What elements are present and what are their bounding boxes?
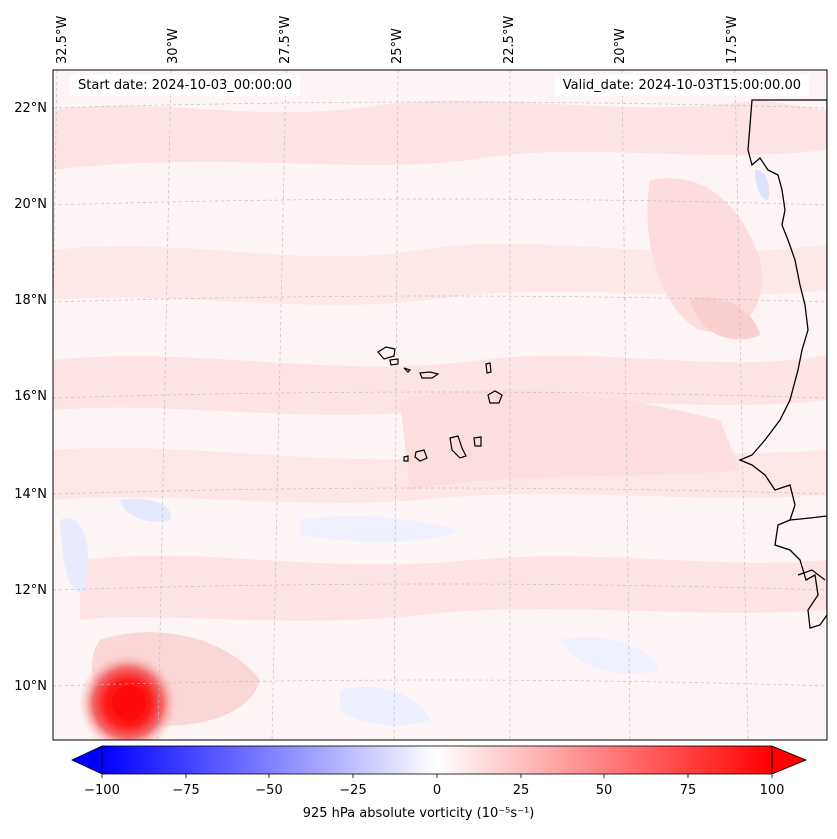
vorticity-negative-patch xyxy=(120,498,171,522)
vorticity-negative-patch xyxy=(755,169,770,200)
vorticity-band xyxy=(647,178,762,332)
longitude-labels: 32.5°W 30°W 27.5°W 25°W 22.5°W 20°W 17.5… xyxy=(55,16,740,64)
vorticity-band xyxy=(400,389,740,490)
island-sao-nicolau xyxy=(419,371,440,379)
lon-label: 32.5°W xyxy=(55,16,70,64)
map-frame xyxy=(52,69,828,741)
valid-date-label: Valid_date: 2024-10-03T15:00:00.00 xyxy=(554,75,809,96)
colorbar-tick-label: 100 xyxy=(760,783,785,798)
lat-label: 14°N xyxy=(14,487,47,502)
latitude-labels: 22°N 20°N 18°N 16°N 14°N 12°N 10°N xyxy=(14,101,47,694)
lat-label: 10°N xyxy=(14,679,47,694)
island-boa-vista xyxy=(487,390,503,404)
lat-label: 16°N xyxy=(14,389,47,404)
island-brava xyxy=(403,455,409,462)
vorticity-band xyxy=(690,297,760,340)
island-santiago xyxy=(449,435,467,459)
vorticity-negative-patch xyxy=(300,515,460,542)
colorbar-tick-label: 0 xyxy=(433,783,441,798)
colorbar-tick-label: −100 xyxy=(84,783,120,798)
colorbar-tick-label: 75 xyxy=(680,783,697,798)
lat-label: 18°N xyxy=(14,293,47,308)
vorticity-field xyxy=(53,70,827,740)
start-date-label: Start date: 2024-10-03_00:00:00 xyxy=(70,75,301,96)
colorbar-tick-label: 50 xyxy=(596,783,613,798)
lat-label: 22°N xyxy=(14,101,47,116)
vorticity-negative-patch xyxy=(60,518,89,593)
colorbar-tick-label: 25 xyxy=(513,783,530,798)
lon-label: 25°W xyxy=(390,28,405,64)
lat-label: 12°N xyxy=(14,583,47,598)
island-santo-antao xyxy=(377,346,396,360)
colorbar-body xyxy=(101,745,773,775)
colorbar-title: 925 hPa absolute vorticity (10⁻⁵s⁻¹) xyxy=(302,806,535,821)
colorbar-tick-label: −25 xyxy=(339,783,366,798)
coastline-detail xyxy=(789,515,827,521)
island-sao-vicente xyxy=(389,358,399,366)
island-sal xyxy=(485,362,492,374)
africa-coastline xyxy=(738,99,827,629)
vorticity-band xyxy=(80,555,827,621)
colorbar-tick-label: −50 xyxy=(255,783,282,798)
colorbar-ticks xyxy=(101,774,773,778)
lat-label: 20°N xyxy=(14,197,47,212)
vorticity-negative-patch xyxy=(340,686,430,726)
colorbar-extend-min xyxy=(71,745,103,775)
graticule xyxy=(53,70,827,740)
vortex-core-max xyxy=(112,686,146,720)
vorticity-band xyxy=(53,100,827,170)
island-fogo xyxy=(414,449,428,462)
lon-label: 22.5°W xyxy=(502,16,517,64)
island-maio xyxy=(473,436,482,447)
vorticity-band xyxy=(53,355,827,415)
lon-label: 27.5°W xyxy=(278,16,293,64)
lon-label: 20°W xyxy=(613,28,628,64)
lon-label: 17.5°W xyxy=(725,16,740,64)
vorticity-negative-patch xyxy=(560,636,660,674)
vorticity-band xyxy=(53,243,827,305)
island-santa-luzia xyxy=(403,367,412,373)
cape-verde-islands xyxy=(377,346,503,462)
coastline-detail xyxy=(797,569,826,581)
colorbar: −100 −75 −50 −25 0 25 50 75 100 xyxy=(71,745,808,798)
lon-label: 30°W xyxy=(166,28,181,64)
colorbar-tick-label: −75 xyxy=(172,783,199,798)
colorbar-extend-max xyxy=(771,745,808,775)
